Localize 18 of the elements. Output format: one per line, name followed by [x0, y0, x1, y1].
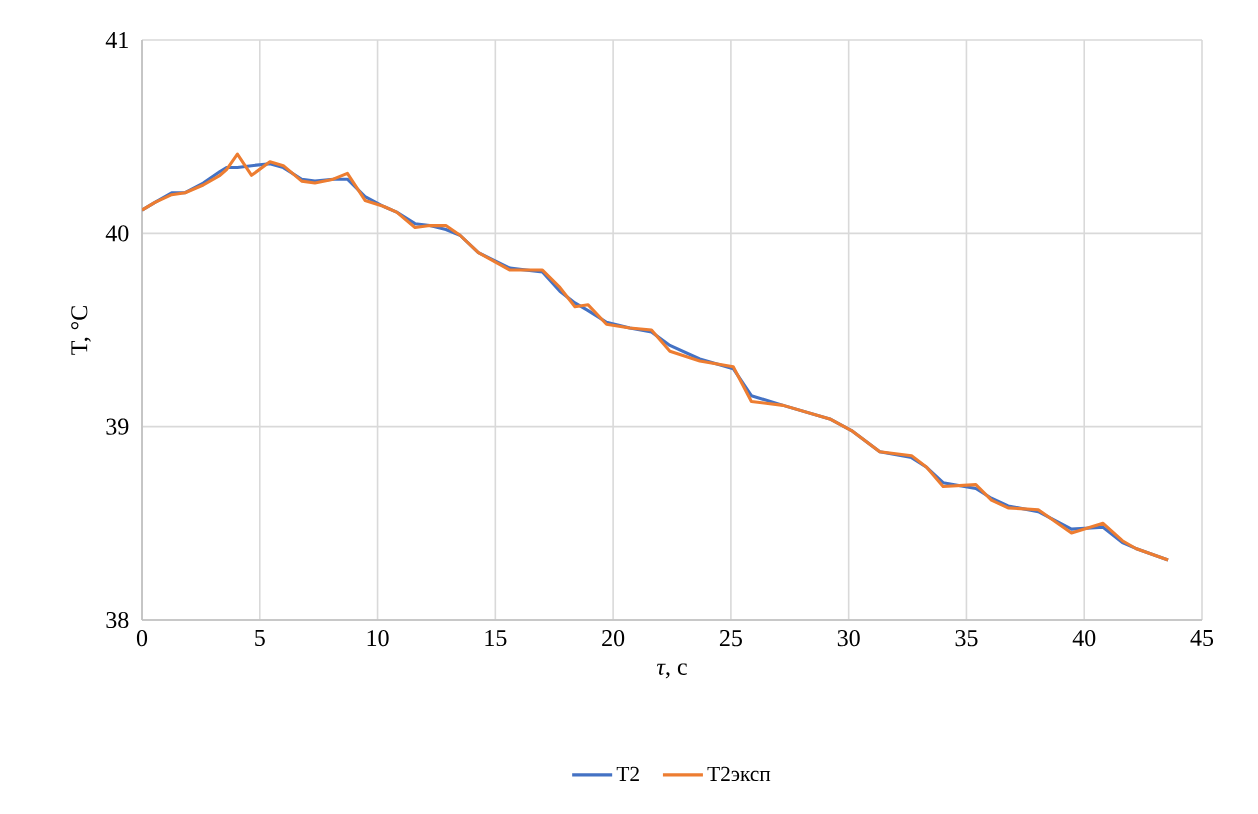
x-tick-label: 0: [136, 630, 148, 647]
x-tick-label: 35: [955, 630, 978, 647]
x-tick-label: 25: [719, 630, 742, 647]
y-tick-label: 39: [106, 418, 129, 435]
x-tick-label: 30: [837, 630, 860, 647]
x-tick-label: 40: [1072, 630, 1096, 647]
legend-label: T2эксп: [707, 766, 771, 782]
y-tick-label: 38: [106, 611, 129, 629]
x-axis-title: τ, с: [656, 663, 687, 679]
x-tick-label: 10: [367, 630, 389, 647]
x-tick-label: 5: [255, 630, 265, 646]
y-axis-title: T, °C: [71, 306, 91, 355]
y-tick-label: 41: [105, 32, 128, 48]
y-tick-label: 40: [105, 225, 129, 242]
x-tick-label: 15: [485, 630, 507, 647]
x-tick-label: 20: [602, 630, 625, 647]
x-tick-label: 45: [1190, 630, 1214, 647]
legend-label: T2: [616, 766, 639, 781]
